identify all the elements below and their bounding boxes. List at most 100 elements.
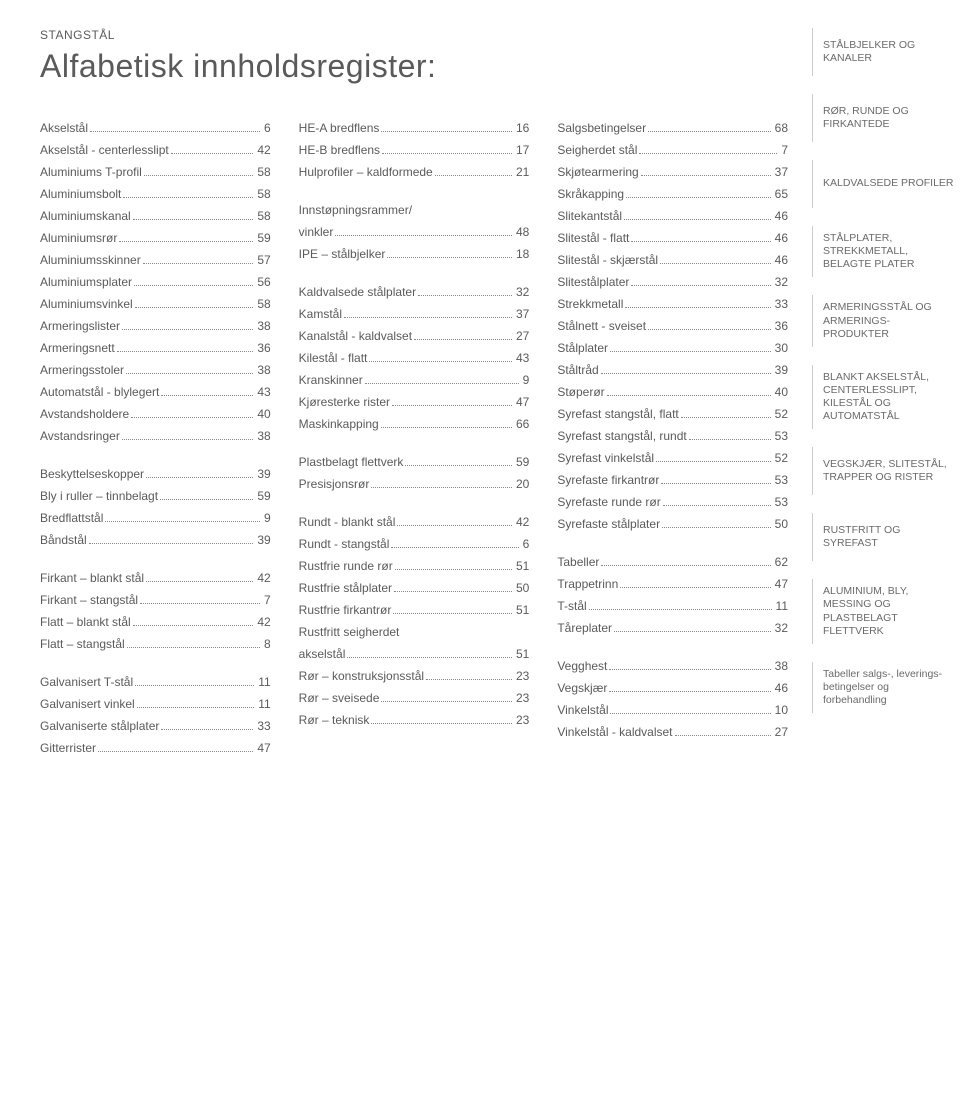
leader-dots [131, 417, 253, 418]
index-entry: Syrefast stangstål, rundt 53 [557, 427, 788, 445]
leader-dots [675, 735, 771, 736]
index-entry: Vegghest 38 [557, 657, 788, 675]
index-page: 57 [255, 251, 270, 269]
leader-dots [105, 521, 260, 522]
index-page: 52 [773, 449, 788, 467]
index-entry: Rustfritt seigherdet [299, 623, 530, 641]
leader-dots [146, 581, 253, 582]
index-label: HE-B bredflens [299, 141, 380, 159]
leader-dots [135, 307, 254, 308]
index-page: 42 [255, 613, 270, 631]
index-gap [40, 553, 271, 569]
section-label: STANGSTÅL [40, 28, 788, 42]
index-entry: Akselstål6 [40, 119, 271, 137]
index-label: Trappetrinn [557, 575, 618, 593]
index-page: 50 [514, 579, 529, 597]
leader-dots [625, 307, 770, 308]
index-entry: Bly i ruller – tinnbelagt59 [40, 487, 271, 505]
leader-dots [382, 153, 512, 154]
index-entry: Tåreplater32 [557, 619, 788, 637]
index-page: 40 [255, 405, 270, 423]
index-entry: Skjøtearmering37 [557, 163, 788, 181]
index-page: 51 [514, 601, 529, 619]
leader-dots [335, 235, 512, 236]
index-page: 43 [255, 383, 270, 401]
leader-dots [631, 241, 770, 242]
index-label: Salgsbetingelser [557, 119, 646, 137]
index-page: 7 [779, 141, 788, 159]
index-columns: Akselstål6 Akselstål - centerlesslipt42 Al… [40, 119, 788, 761]
index-page: 50 [773, 515, 788, 533]
index-page: 17 [514, 141, 529, 159]
index-column-2: HE-A bredflens16HE-B bredflens17Hulprofi… [299, 119, 530, 761]
index-label: HE-A bredflens [299, 119, 380, 137]
index-label: Vinkelstål - kaldvalset [557, 723, 672, 741]
index-page: 39 [255, 531, 270, 549]
index-page: 27 [773, 723, 788, 741]
index-label: Armeringsnett [40, 339, 115, 357]
leader-dots [648, 329, 771, 330]
leader-dots [161, 729, 253, 730]
leader-dots [381, 701, 512, 702]
leader-dots [620, 587, 770, 588]
index-entry: Slitekantstål46 [557, 207, 788, 225]
index-label: Syrefast stangstål, rundt [557, 427, 686, 445]
index-entry: Flatt – blankt stål42 [40, 613, 271, 631]
index-entry: Rør – konstruksjonsstål23 [299, 667, 530, 685]
leader-dots [661, 483, 770, 484]
index-entry: Firkant – blankt stål42 [40, 569, 271, 587]
index-entry: Hulprofiler – kaldformede21 [299, 163, 530, 181]
index-column-1: Akselstål6 Akselstål - centerlesslipt42 Al… [40, 119, 271, 761]
category-sidebar: STÅLBJELKER OG KANALER RØR, RUNDE OG FIR… [812, 0, 960, 1113]
leader-dots [122, 439, 253, 440]
index-entry: Båndstål39 [40, 531, 271, 549]
main-content: STANGSTÅL Alfabetisk innholdsregister: A… [0, 0, 812, 1113]
leader-dots [122, 329, 253, 330]
index-label: Rør – teknisk [299, 711, 370, 729]
index-page: 46 [773, 207, 788, 225]
leader-dots [607, 395, 771, 396]
index-label: vinkler [299, 223, 334, 241]
index-page: 38 [773, 657, 788, 675]
index-page: 59 [514, 453, 529, 471]
index-label: Akselstål [40, 119, 88, 137]
index-label: Vegghest [557, 657, 607, 675]
leader-dots [365, 383, 519, 384]
leader-dots [143, 263, 254, 264]
index-page: 52 [773, 405, 788, 423]
index-page: 53 [773, 427, 788, 445]
index-entry: Kilestål - flatt43 [299, 349, 530, 367]
leader-dots [660, 263, 771, 264]
index-label: Skråkapping [557, 185, 624, 203]
index-entry: Rustfrie stålplater50 [299, 579, 530, 597]
index-page: 42 [255, 141, 270, 159]
leader-dots [393, 613, 512, 614]
index-label: Syrefast vinkelstål [557, 449, 654, 467]
leader-dots [127, 647, 260, 648]
index-label: Aluminiumsplater [40, 273, 132, 291]
index-entry: Rundt - blankt stål42 [299, 513, 530, 531]
leader-dots [134, 285, 253, 286]
index-page: 51 [514, 557, 529, 575]
index-page: 11 [256, 673, 270, 691]
index-entry: Aluminiumsvinkel58 [40, 295, 271, 313]
leader-dots [681, 417, 771, 418]
index-page: 46 [773, 679, 788, 697]
index-page: 36 [255, 339, 270, 357]
index-label: Innstøpningsrammer/ [299, 201, 412, 219]
index-entry: Kanalstål - kaldvalset27 [299, 327, 530, 345]
index-label: Rustfrie runde rør [299, 557, 393, 575]
index-page: 58 [255, 185, 270, 203]
index-label: Slitestål - flatt [557, 229, 629, 247]
index-entry: Akselstål - centerlesslipt42 [40, 141, 271, 159]
index-entry: Rustfrie firkantrør51 [299, 601, 530, 619]
index-label: Flatt – stangstål [40, 635, 125, 653]
index-label: Slitestålplater [557, 273, 629, 291]
leader-dots [639, 153, 777, 154]
leader-dots [117, 351, 254, 352]
index-label: Galvaniserte stålplater [40, 717, 159, 735]
index-entry: Rør – sveisede23 [299, 689, 530, 707]
index-page: 23 [514, 667, 529, 685]
index-entry: Stålplater30 [557, 339, 788, 357]
index-entry: vinkler48 [299, 223, 530, 241]
